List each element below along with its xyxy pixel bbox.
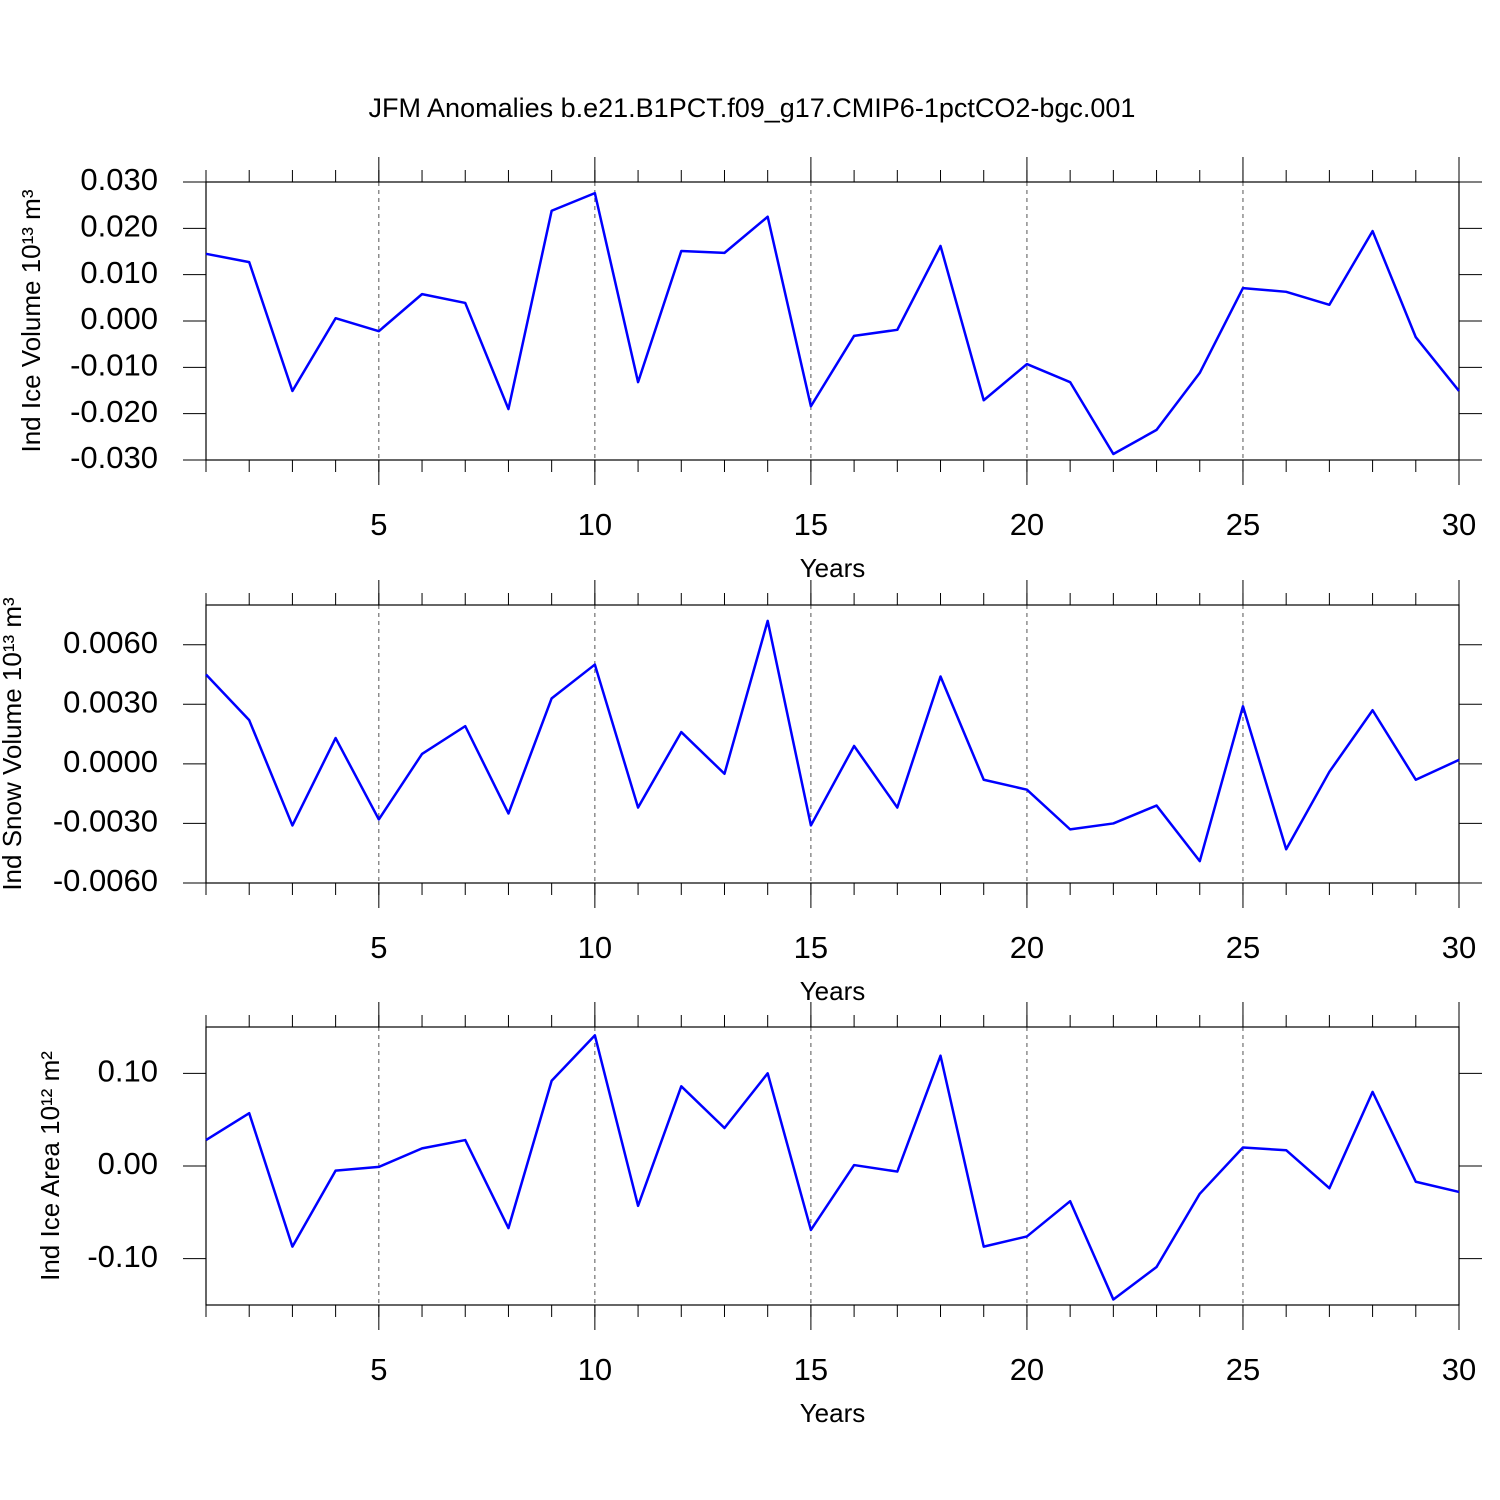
- x-tick-label: 30: [1442, 1352, 1476, 1387]
- x-tick-label: 25: [1226, 1352, 1260, 1387]
- plot-frame: [205, 181, 1460, 461]
- x-tick-label: 5: [370, 1352, 387, 1387]
- x-tick-label: 30: [1442, 930, 1476, 965]
- y-tick-label: -0.10: [87, 1239, 158, 1274]
- x-tick-label: 30: [1442, 507, 1476, 542]
- x-tick-label: 15: [794, 930, 828, 965]
- x-tick-label: 10: [578, 507, 612, 542]
- x-tick-label: 10: [578, 930, 612, 965]
- y-tick-label: 0.0030: [63, 684, 158, 719]
- y-tick-label: -0.0060: [53, 863, 158, 898]
- y-axis-label: Ind Ice Area 10¹² m²: [35, 1051, 65, 1281]
- y-axis-label: Ind Ice Volume 10¹³ m³: [16, 189, 46, 452]
- x-axis-label: Years: [800, 553, 866, 583]
- x-tick-label: 20: [1010, 930, 1044, 965]
- chart-title: JFM Anomalies b.e21.B1PCT.f09_g17.CMIP6-…: [369, 93, 1136, 123]
- y-tick-label: -0.020: [70, 394, 158, 429]
- x-tick-label: 5: [370, 930, 387, 965]
- x-tick-label: 25: [1226, 507, 1260, 542]
- y-tick-label: 0.020: [80, 209, 158, 244]
- x-tick-label: 15: [794, 1352, 828, 1387]
- x-tick-label: 5: [370, 507, 387, 542]
- data-line: [205, 1034, 1460, 1301]
- y-tick-label: 0.010: [80, 255, 158, 290]
- x-tick-label: 20: [1010, 507, 1044, 542]
- y-tick-label: -0.010: [70, 348, 158, 383]
- y-tick-label: 0.030: [80, 162, 158, 197]
- y-tick-label: 0.0000: [63, 744, 158, 779]
- x-tick-label: 25: [1226, 930, 1260, 965]
- x-tick-label: 20: [1010, 1352, 1044, 1387]
- x-tick-label: 15: [794, 507, 828, 542]
- x-tick-label: 10: [578, 1352, 612, 1387]
- data-line: [205, 619, 1460, 863]
- y-tick-label: 0.0060: [63, 625, 158, 660]
- y-tick-label: -0.030: [70, 440, 158, 475]
- y-tick-label: 0.00: [98, 1146, 158, 1181]
- plot-frame: [205, 1026, 1460, 1306]
- data-line: [205, 191, 1460, 456]
- y-tick-label: 0.10: [98, 1054, 158, 1089]
- x-axis-label: Years: [800, 976, 866, 1006]
- y-tick-label: -0.0030: [53, 804, 158, 839]
- y-axis-label: Ind Snow Volume 10¹³ m³: [0, 597, 27, 891]
- y-tick-label: 0.000: [80, 301, 158, 336]
- x-axis-label: Years: [800, 1398, 866, 1428]
- plot-frame: [205, 604, 1460, 884]
